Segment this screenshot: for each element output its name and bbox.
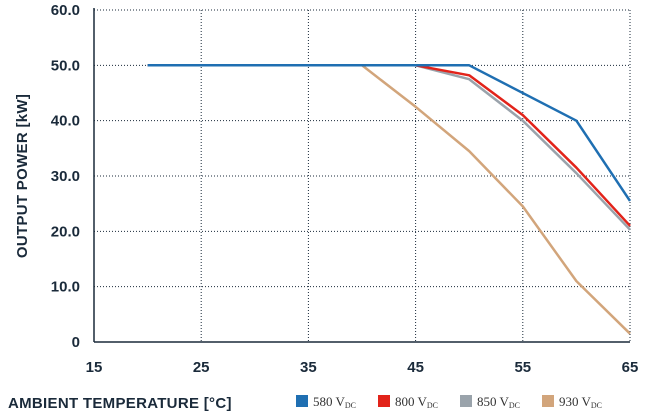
y-tick-label: 30.0	[51, 168, 80, 185]
legend-swatch-1	[378, 395, 390, 407]
x-tick-label: 35	[300, 359, 317, 376]
series-line-1	[148, 65, 630, 226]
x-tick-label: 65	[622, 359, 639, 376]
legend-label-3: 930 VDC	[559, 394, 602, 410]
series-line-3	[148, 65, 630, 333]
legend-swatch-3	[542, 395, 554, 407]
legend-label-1: 800 VDC	[395, 394, 438, 410]
legend: 580 VDC 800 VDC 850 VDC 930 VDC	[296, 394, 602, 410]
y-tick-label: 0	[72, 334, 80, 351]
y-tick-labels: 0 10.0 20.0 30.0 40.0 50.0 60.0	[51, 2, 80, 351]
legend-swatch-2	[460, 395, 472, 407]
x-tick-label: 55	[514, 359, 531, 376]
y-tick-label: 10.0	[51, 279, 80, 296]
y-tick-label: 60.0	[51, 2, 80, 19]
x-axis-title: AMBIENT TEMPERATURE [°C]	[8, 395, 232, 412]
x-tick-labels: 15 25 35 45 55 65	[86, 359, 639, 376]
x-tick-label: 45	[407, 359, 424, 376]
grid-lines	[94, 10, 630, 342]
y-axis-title: OUTPUT POWER [kW]	[14, 94, 31, 258]
legend-label-2: 850 VDC	[477, 394, 520, 410]
y-tick-label: 50.0	[51, 57, 80, 74]
x-tick-label: 15	[86, 359, 103, 376]
x-tick-label: 25	[193, 359, 210, 376]
y-tick-label: 40.0	[51, 113, 80, 130]
y-tick-label: 20.0	[51, 223, 80, 240]
axes	[94, 8, 630, 342]
series-line-2	[148, 65, 630, 229]
series-lines	[148, 65, 630, 333]
legend-swatch-0	[296, 395, 308, 407]
legend-label-0: 580 VDC	[313, 394, 356, 410]
